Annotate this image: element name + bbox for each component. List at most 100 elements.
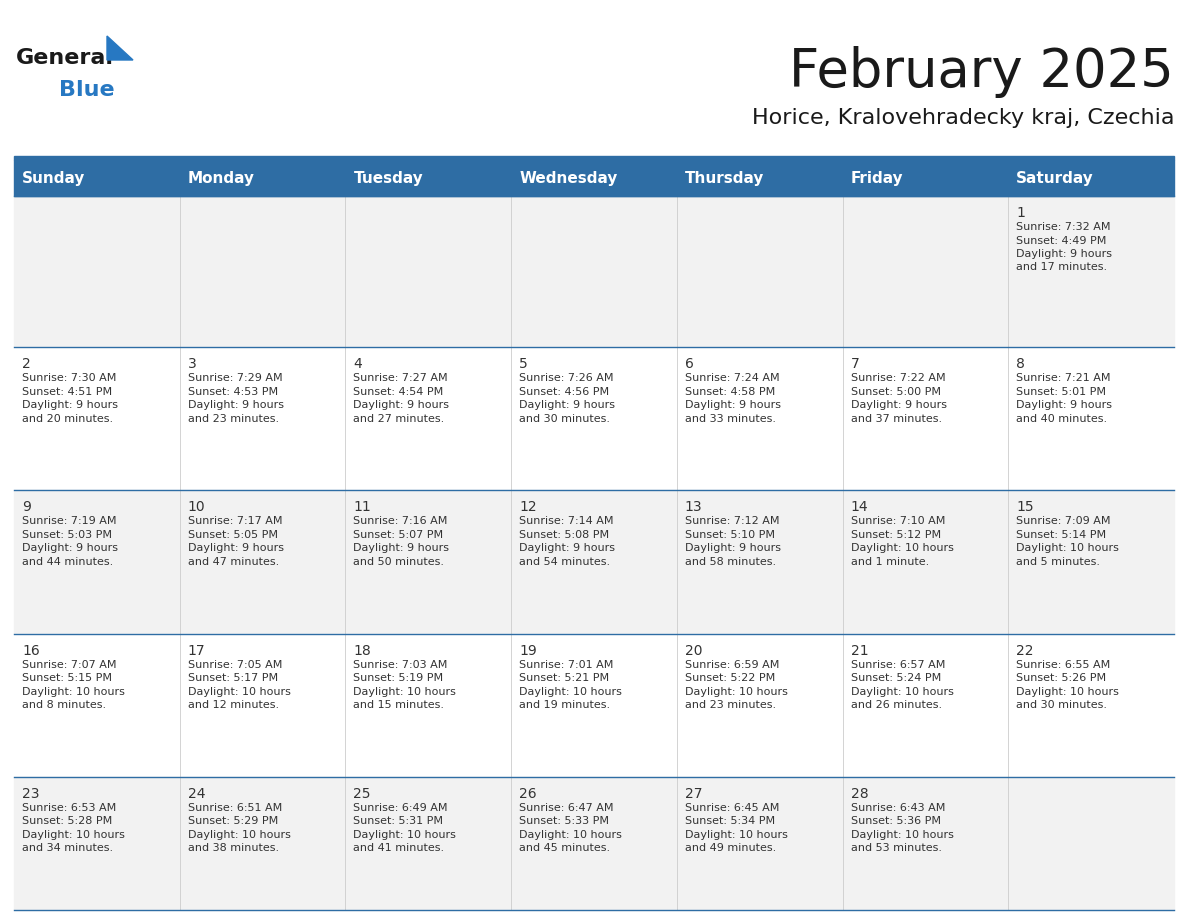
Bar (14, 633, 1174, 777)
Text: Sunrise: 7:21 AM: Sunrise: 7:21 AM (1016, 373, 1111, 383)
Text: and 34 minutes.: and 34 minutes. (23, 844, 113, 853)
Text: Sunrise: 7:27 AM: Sunrise: 7:27 AM (353, 373, 448, 383)
Text: 21: 21 (851, 644, 868, 657)
Text: Sunset: 5:22 PM: Sunset: 5:22 PM (684, 673, 775, 683)
Text: 17: 17 (188, 644, 206, 657)
Text: and 19 minutes.: and 19 minutes. (519, 700, 611, 710)
Text: 12: 12 (519, 500, 537, 514)
Text: Sunset: 5:19 PM: Sunset: 5:19 PM (353, 673, 443, 683)
Text: 15: 15 (1016, 500, 1034, 514)
Text: Daylight: 9 hours: Daylight: 9 hours (519, 543, 615, 554)
Text: Sunset: 5:10 PM: Sunset: 5:10 PM (684, 530, 775, 540)
Text: February 2025: February 2025 (789, 46, 1174, 98)
Text: Daylight: 10 hours: Daylight: 10 hours (851, 830, 954, 840)
Text: Daylight: 10 hours: Daylight: 10 hours (851, 543, 954, 554)
Text: Daylight: 10 hours: Daylight: 10 hours (684, 687, 788, 697)
Text: 16: 16 (23, 644, 39, 657)
Text: 7: 7 (851, 357, 859, 371)
Text: and 45 minutes.: and 45 minutes. (519, 844, 611, 853)
Text: Daylight: 10 hours: Daylight: 10 hours (519, 830, 623, 840)
Text: Daylight: 9 hours: Daylight: 9 hours (684, 400, 781, 410)
Text: Daylight: 10 hours: Daylight: 10 hours (851, 687, 954, 697)
Text: and 1 minute.: and 1 minute. (851, 557, 929, 566)
Text: Daylight: 9 hours: Daylight: 9 hours (188, 543, 284, 554)
Bar (14, 156, 1174, 160)
Text: Sunset: 5:15 PM: Sunset: 5:15 PM (23, 673, 112, 683)
Text: and 17 minutes.: and 17 minutes. (1016, 263, 1107, 273)
Text: 5: 5 (519, 357, 527, 371)
Text: Blue: Blue (59, 80, 115, 100)
Text: and 30 minutes.: and 30 minutes. (1016, 700, 1107, 710)
Text: Sunrise: 6:45 AM: Sunrise: 6:45 AM (684, 802, 779, 812)
Text: Sunrise: 7:26 AM: Sunrise: 7:26 AM (519, 373, 614, 383)
Text: 22: 22 (1016, 644, 1034, 657)
Text: Sunrise: 7:14 AM: Sunrise: 7:14 AM (519, 516, 614, 526)
Text: Sunset: 4:53 PM: Sunset: 4:53 PM (188, 386, 278, 397)
Text: 10: 10 (188, 500, 206, 514)
Text: and 47 minutes.: and 47 minutes. (188, 557, 279, 566)
Text: and 5 minutes.: and 5 minutes. (1016, 557, 1100, 566)
Text: 24: 24 (188, 787, 206, 800)
Text: and 27 minutes.: and 27 minutes. (353, 414, 444, 423)
Text: Sunset: 5:21 PM: Sunset: 5:21 PM (519, 673, 609, 683)
Text: Sunrise: 6:53 AM: Sunrise: 6:53 AM (23, 802, 116, 812)
Text: and 23 minutes.: and 23 minutes. (684, 700, 776, 710)
Text: Sunset: 5:17 PM: Sunset: 5:17 PM (188, 673, 278, 683)
Text: Sunrise: 7:05 AM: Sunrise: 7:05 AM (188, 659, 282, 669)
Text: and 41 minutes.: and 41 minutes. (353, 844, 444, 853)
Text: Daylight: 9 hours: Daylight: 9 hours (1016, 400, 1112, 410)
Text: Daylight: 9 hours: Daylight: 9 hours (23, 400, 118, 410)
Text: Daylight: 9 hours: Daylight: 9 hours (188, 400, 284, 410)
Text: Sunset: 5:29 PM: Sunset: 5:29 PM (188, 816, 278, 826)
Text: Sunset: 4:49 PM: Sunset: 4:49 PM (1016, 236, 1107, 245)
Text: and 44 minutes.: and 44 minutes. (23, 557, 113, 566)
Text: Sunset: 4:58 PM: Sunset: 4:58 PM (684, 386, 775, 397)
Text: Sunset: 5:00 PM: Sunset: 5:00 PM (851, 386, 941, 397)
Text: 28: 28 (851, 787, 868, 800)
Text: Sunrise: 7:22 AM: Sunrise: 7:22 AM (851, 373, 946, 383)
Text: Sunrise: 7:07 AM: Sunrise: 7:07 AM (23, 659, 116, 669)
Text: Sunrise: 7:01 AM: Sunrise: 7:01 AM (519, 659, 613, 669)
Bar (14, 160, 1174, 196)
Text: Sunrise: 7:16 AM: Sunrise: 7:16 AM (353, 516, 448, 526)
Text: Sunday: Sunday (23, 171, 86, 185)
Text: Daylight: 10 hours: Daylight: 10 hours (188, 830, 291, 840)
Text: 26: 26 (519, 787, 537, 800)
Text: Sunrise: 6:49 AM: Sunrise: 6:49 AM (353, 802, 448, 812)
Text: Sunrise: 6:43 AM: Sunrise: 6:43 AM (851, 802, 944, 812)
Text: and 37 minutes.: and 37 minutes. (851, 414, 942, 423)
Text: Daylight: 10 hours: Daylight: 10 hours (188, 687, 291, 697)
Text: 1: 1 (1016, 206, 1025, 220)
Text: Daylight: 10 hours: Daylight: 10 hours (684, 830, 788, 840)
Text: Sunrise: 7:10 AM: Sunrise: 7:10 AM (851, 516, 944, 526)
Text: Thursday: Thursday (684, 171, 764, 185)
Text: and 54 minutes.: and 54 minutes. (519, 557, 611, 566)
Text: Daylight: 10 hours: Daylight: 10 hours (23, 830, 125, 840)
Text: Sunset: 5:05 PM: Sunset: 5:05 PM (188, 530, 278, 540)
Text: Daylight: 9 hours: Daylight: 9 hours (23, 543, 118, 554)
Text: Daylight: 9 hours: Daylight: 9 hours (519, 400, 615, 410)
Text: and 20 minutes.: and 20 minutes. (23, 414, 113, 423)
Text: 23: 23 (23, 787, 39, 800)
Text: Sunset: 5:28 PM: Sunset: 5:28 PM (23, 816, 112, 826)
Text: Daylight: 9 hours: Daylight: 9 hours (353, 400, 449, 410)
Text: Daylight: 9 hours: Daylight: 9 hours (353, 543, 449, 554)
Text: 27: 27 (684, 787, 702, 800)
Text: and 15 minutes.: and 15 minutes. (353, 700, 444, 710)
Text: Sunset: 5:34 PM: Sunset: 5:34 PM (684, 816, 775, 826)
Text: Sunset: 4:51 PM: Sunset: 4:51 PM (23, 386, 112, 397)
Text: Sunset: 5:08 PM: Sunset: 5:08 PM (519, 530, 609, 540)
Text: and 50 minutes.: and 50 minutes. (353, 557, 444, 566)
Text: Monday: Monday (188, 171, 254, 185)
Text: Daylight: 10 hours: Daylight: 10 hours (23, 687, 125, 697)
Text: and 40 minutes.: and 40 minutes. (1016, 414, 1107, 423)
Text: Sunset: 5:24 PM: Sunset: 5:24 PM (851, 673, 941, 683)
Text: Sunset: 5:26 PM: Sunset: 5:26 PM (1016, 673, 1106, 683)
Text: Sunset: 5:01 PM: Sunset: 5:01 PM (1016, 386, 1106, 397)
Text: Sunrise: 6:51 AM: Sunrise: 6:51 AM (188, 802, 282, 812)
Text: Sunset: 5:03 PM: Sunset: 5:03 PM (23, 530, 112, 540)
Text: and 38 minutes.: and 38 minutes. (188, 844, 279, 853)
Text: 13: 13 (684, 500, 702, 514)
Text: 2: 2 (23, 357, 31, 371)
Text: Daylight: 10 hours: Daylight: 10 hours (1016, 687, 1119, 697)
